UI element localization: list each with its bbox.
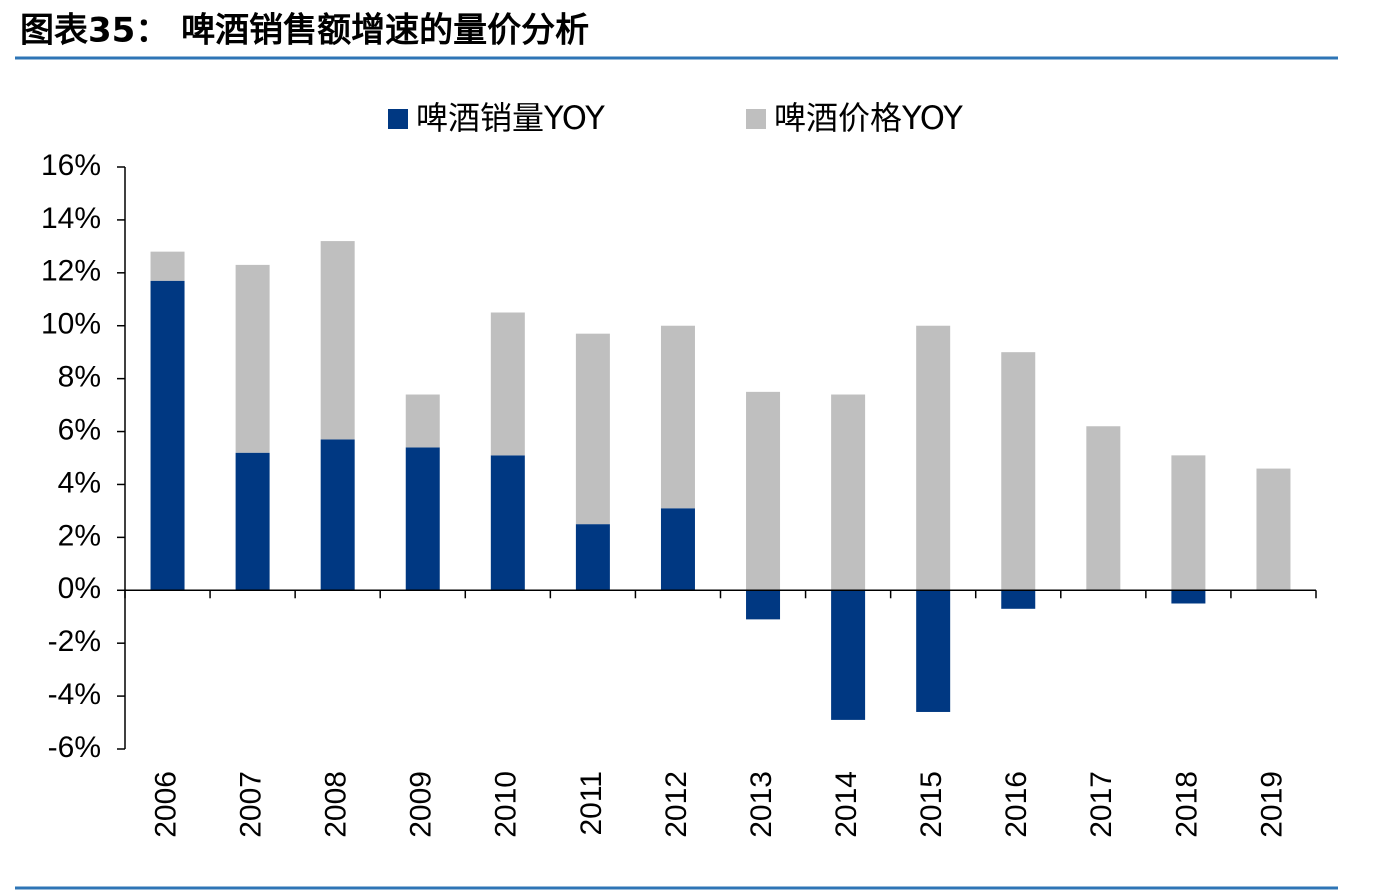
legend-label: 啤酒销量YOY	[416, 99, 605, 137]
bar	[1001, 352, 1036, 591]
bar	[1086, 426, 1121, 591]
x-tick-label: 2019	[1255, 771, 1288, 838]
bar	[1256, 468, 1291, 591]
bar	[660, 325, 695, 509]
y-tick-label: 8%	[58, 361, 101, 394]
bar	[916, 325, 951, 591]
x-tick-label: 2009	[405, 771, 438, 838]
bar	[405, 394, 440, 448]
x-tick-label: 2008	[320, 771, 353, 838]
bar	[916, 590, 951, 712]
bar	[746, 391, 781, 591]
bar	[490, 455, 525, 591]
x-tick-label: 2010	[490, 771, 523, 838]
bar	[150, 251, 185, 281]
y-tick-label: 16%	[41, 149, 101, 182]
y-tick-label: 14%	[41, 202, 101, 235]
bar	[1171, 455, 1206, 591]
bar	[1171, 590, 1206, 604]
bar	[575, 333, 610, 525]
y-tick-label: -2%	[48, 625, 101, 658]
bar	[235, 452, 270, 591]
chart-title: 图表35： 啤酒销售额增速的量价分析	[20, 11, 589, 51]
x-tick-label: 2018	[1170, 771, 1203, 838]
y-tick-label: 2%	[58, 519, 101, 552]
bar	[235, 264, 270, 453]
legend-swatch	[388, 109, 408, 129]
bar	[831, 394, 866, 591]
bar	[575, 524, 610, 591]
x-tick-label: 2014	[830, 771, 863, 838]
y-tick-label: 12%	[41, 255, 101, 288]
bar	[150, 280, 185, 591]
bar	[831, 590, 866, 720]
bar	[320, 439, 355, 591]
bar	[746, 590, 781, 620]
y-tick-label: 6%	[58, 413, 101, 446]
x-tick-label: 2015	[915, 771, 948, 838]
bar	[405, 447, 440, 591]
y-tick-label: 4%	[58, 466, 101, 499]
x-tick-label: 2006	[149, 771, 182, 838]
x-tick-label: 2012	[660, 771, 693, 838]
legend-swatch	[746, 109, 766, 129]
x-tick-label: 2016	[1000, 771, 1033, 838]
x-tick-label: 2013	[745, 771, 778, 838]
bar	[660, 508, 695, 591]
x-tick-label: 2011	[575, 771, 608, 836]
bar	[1001, 590, 1036, 609]
x-tick-label: 2017	[1085, 771, 1118, 838]
y-tick-label: 10%	[41, 308, 101, 341]
y-tick-label: -4%	[48, 678, 101, 711]
bar	[490, 312, 525, 456]
x-tick-label: 2007	[235, 771, 268, 838]
y-tick-label: 0%	[58, 572, 101, 605]
y-tick-label: -6%	[48, 731, 101, 764]
bar	[320, 241, 355, 440]
legend-label: 啤酒价格YOY	[774, 99, 963, 137]
